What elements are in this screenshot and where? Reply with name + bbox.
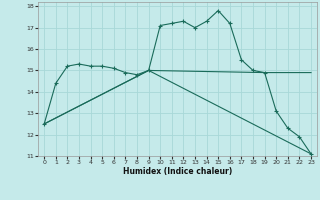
X-axis label: Humidex (Indice chaleur): Humidex (Indice chaleur) — [123, 167, 232, 176]
